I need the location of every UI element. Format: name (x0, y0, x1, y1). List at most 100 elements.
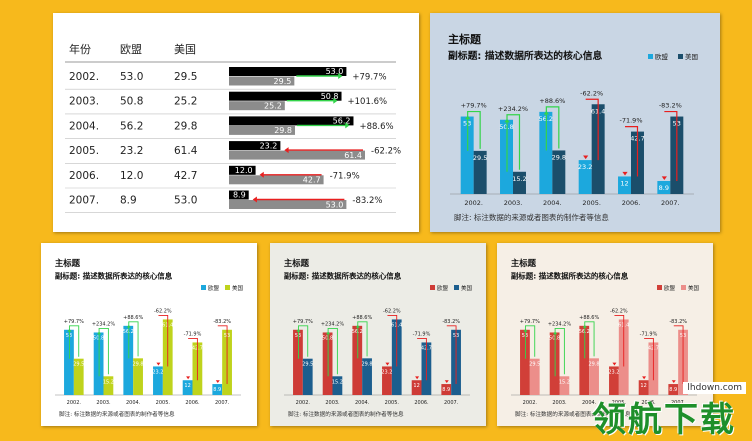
chart-panel-4: 主标题 副标题: 描述数据所表达的核心信息 欧盟 美国 53 29.5 2002. +79.7… (497, 243, 713, 426)
eu-bar (229, 67, 347, 76)
table-year-cell: 2005. (69, 145, 99, 157)
table-us-cell: 25.2 (174, 96, 197, 108)
bar-value-label: 8.9 (213, 387, 221, 393)
change-pct-label: -71.9% (413, 331, 431, 337)
bar-series-2 (513, 171, 526, 194)
category-label: 2007. (671, 400, 686, 406)
change-arrow (554, 328, 565, 377)
legend-swatch (225, 285, 230, 290)
legend-swatch (648, 54, 653, 59)
table-chart: 年份 欧盟 美国 2002. 53.0 29.5 53.0 29.5 +79.7% 2003. 50… (65, 42, 401, 213)
bar-series-1 (322, 332, 333, 395)
change-arrow-head (553, 331, 558, 335)
change-arrow (98, 328, 109, 377)
chart-subtitle: 副标题: 描述数据所表达的核心信息 (448, 49, 602, 62)
change-pct-label: -62.2% (371, 147, 401, 157)
change-arrow-head (215, 380, 220, 384)
change-arrow-head (126, 324, 131, 328)
change-pct-label: +79.7% (64, 319, 84, 325)
chart-subtitle: 副标题: 描述数据所表达的核心信息 (55, 271, 173, 281)
table-us-cell: 42.7 (174, 170, 197, 182)
bar-series-1 (153, 366, 163, 395)
table-header: 年份 (69, 42, 91, 56)
chart-panel-2: 主标题 副标题: 描述数据所表达的核心信息 欧盟 美国 53 29.5 2002. +79.7… (41, 243, 257, 426)
change-arrow (584, 321, 595, 359)
legend-swatch (681, 285, 686, 290)
bar-value-label: 8.9 (659, 184, 669, 192)
table-eu-cell: 12.0 (120, 170, 143, 182)
change-arrow (327, 328, 338, 377)
category-label: 2005. (612, 400, 627, 406)
watermark-url: lhdown.com (683, 382, 746, 394)
bar-series-1 (539, 111, 553, 194)
table-year-cell: 2002. (69, 71, 99, 83)
bar-series-2 (73, 358, 84, 395)
change-arrow-head (523, 328, 528, 332)
change-pct-label: +79.7% (461, 102, 487, 110)
chart-title: 主标题 (55, 258, 81, 268)
change-arrow-head (338, 73, 343, 79)
change-arrow-head (504, 118, 510, 123)
table-us-cell: 53.0 (174, 195, 197, 207)
legend-label: 美国 (461, 284, 473, 292)
change-pct-label: +79.7% (352, 73, 386, 83)
category-label: 2007. (215, 400, 230, 406)
category-label: 2007. (661, 199, 680, 207)
legend-label: 美国 (685, 52, 698, 61)
chart-panel-1: 主标题 副标题: 描述数据所表达的核心信息 欧盟 美国 53 29.5 2002. +79.7… (430, 13, 720, 232)
change-pct-label: -83.2% (352, 196, 382, 206)
chart-panel-3: 主标题 副标题: 描述数据所表达的核心信息 欧盟 美国 53 29.5 2002. +79.7… (270, 243, 486, 426)
change-arrow-head (284, 147, 289, 154)
change-arrow (625, 125, 639, 177)
legend-swatch (430, 285, 435, 290)
category-label: 2003. (504, 199, 523, 207)
change-arrow (524, 325, 536, 359)
chart-subtitle: 副标题: 描述数据所表达的核心信息 (284, 271, 402, 281)
category-label: 2005. (385, 400, 400, 406)
chart-footnote: 脚注: 标注数据的来源或者图表的制作者等信息 (515, 410, 631, 418)
change-pct-label: -62.2% (154, 308, 172, 314)
bar-series-1 (93, 332, 104, 395)
us-bar (229, 200, 347, 209)
change-arrow-head (444, 380, 449, 384)
change-arrow (446, 325, 457, 385)
chart-title: 主标题 (448, 32, 482, 46)
bar-series-1 (638, 380, 649, 395)
bar-value-label: 53 (522, 333, 528, 339)
eu-bar-label: 8.9 (233, 191, 246, 200)
table-eu-cell: 23.2 (120, 145, 143, 157)
chart-title: 主标题 (511, 258, 537, 268)
change-arrow (585, 98, 599, 161)
change-arrow-head (543, 110, 549, 115)
bar-series-2 (133, 358, 143, 395)
table-eu-cell: 8.9 (120, 195, 137, 207)
change-pct-label: -71.9% (330, 171, 360, 181)
change-arrow-head (252, 196, 257, 203)
bar-series-2 (552, 150, 566, 194)
bar-value-label: 23.2 (152, 369, 163, 375)
eu-bar (229, 165, 256, 175)
change-pct-label: -62.2% (383, 308, 401, 314)
change-pct-label: -83.2% (669, 319, 687, 325)
category-label: 2006. (641, 400, 656, 406)
bar-value-label: 15.2 (559, 379, 570, 385)
bar-series-1 (123, 325, 134, 395)
bar-value-label: 12 (184, 383, 190, 389)
change-pct-label: -71.9% (620, 117, 643, 125)
change-arrow-head (333, 97, 338, 104)
change-arrow-head (156, 362, 161, 366)
bar-value-label: 29.5 (73, 362, 84, 368)
legend-swatch (657, 285, 662, 290)
change-arrow (357, 321, 368, 359)
watermark: lhdown.com 领航下载 (588, 382, 750, 440)
category-label: 2003. (96, 400, 111, 406)
table-eu-cell: 56.2 (120, 120, 143, 132)
category-label: 2003. (325, 400, 340, 406)
legend-label: 美国 (688, 284, 700, 292)
change-arrow (217, 325, 228, 385)
change-arrow (506, 114, 521, 172)
change-arrow (417, 337, 427, 381)
change-arrow (188, 337, 198, 381)
change-arrow (614, 314, 625, 367)
